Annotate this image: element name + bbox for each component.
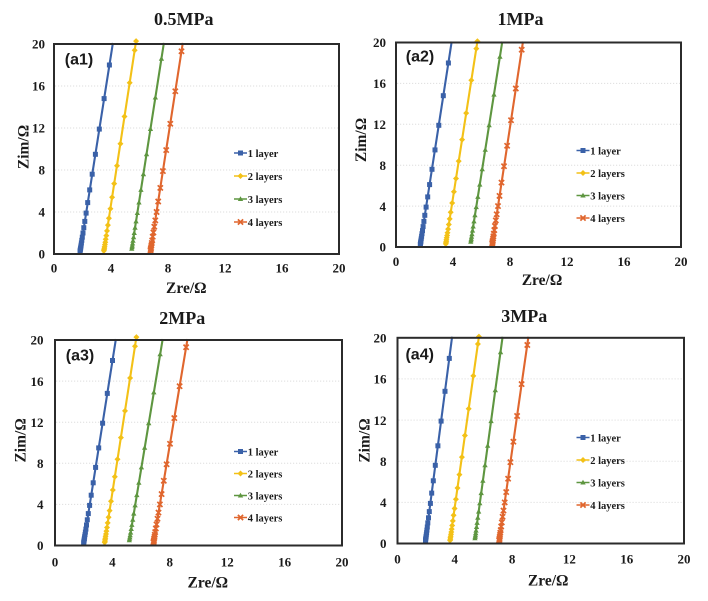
svg-text:4: 4 — [380, 199, 387, 214]
svg-text:16: 16 — [276, 261, 290, 276]
svg-text:Zim/Ω: Zim/Ω — [12, 418, 29, 462]
svg-text:0: 0 — [39, 247, 46, 262]
svg-text:0: 0 — [51, 261, 58, 276]
svg-text:4: 4 — [380, 495, 387, 510]
svg-text:2 layers: 2 layers — [248, 172, 283, 183]
svg-text:3 layers: 3 layers — [248, 195, 283, 206]
svg-text:8: 8 — [509, 552, 516, 567]
svg-text:2 layers: 2 layers — [590, 456, 625, 467]
svg-text:(a3): (a3) — [66, 348, 94, 365]
svg-text:20: 20 — [373, 35, 386, 50]
svg-text:12: 12 — [373, 117, 386, 132]
svg-text:8: 8 — [37, 456, 44, 471]
svg-text:2 layers: 2 layers — [248, 469, 283, 480]
svg-text:4 layers: 4 layers — [590, 214, 625, 225]
svg-text:8: 8 — [39, 163, 46, 178]
svg-text:20: 20 — [333, 261, 346, 276]
svg-text:16: 16 — [373, 76, 387, 91]
svg-text:Zim/Ω: Zim/Ω — [357, 418, 374, 462]
svg-text:12: 12 — [221, 554, 234, 569]
svg-text:Zre/Ω: Zre/Ω — [522, 272, 563, 289]
svg-text:12: 12 — [563, 552, 576, 567]
svg-text:16: 16 — [278, 554, 292, 569]
svg-text:20: 20 — [675, 254, 688, 269]
svg-text:Zre/Ω: Zre/Ω — [528, 572, 569, 589]
svg-text:8: 8 — [167, 554, 174, 569]
svg-text:1 layer: 1 layer — [248, 149, 279, 160]
svg-text:0: 0 — [394, 552, 401, 567]
svg-text:12: 12 — [561, 254, 574, 269]
svg-text:(a2): (a2) — [406, 49, 434, 66]
svg-text:Zim/Ω: Zim/Ω — [353, 118, 370, 162]
svg-text:3 layers: 3 layers — [590, 478, 625, 489]
svg-text:Zre/Ω: Zre/Ω — [166, 280, 207, 297]
svg-text:8: 8 — [380, 454, 387, 469]
svg-text:4: 4 — [450, 254, 457, 269]
svg-text:0: 0 — [380, 240, 387, 255]
svg-text:1MPa: 1MPa — [498, 9, 544, 29]
svg-text:Zim/Ω: Zim/Ω — [15, 125, 32, 169]
svg-text:8: 8 — [165, 261, 172, 276]
svg-text:4: 4 — [452, 552, 459, 567]
svg-text:20: 20 — [678, 552, 691, 567]
svg-text:1 layer: 1 layer — [590, 146, 621, 157]
svg-text:4: 4 — [108, 261, 115, 276]
svg-text:12: 12 — [374, 413, 387, 428]
svg-text:12: 12 — [32, 121, 45, 136]
svg-text:0: 0 — [52, 554, 59, 569]
svg-text:0: 0 — [37, 538, 44, 553]
svg-text:3 layers: 3 layers — [590, 191, 625, 202]
svg-text:16: 16 — [32, 79, 46, 94]
svg-text:4: 4 — [109, 554, 116, 569]
svg-text:20: 20 — [32, 37, 45, 52]
svg-text:2 layers: 2 layers — [590, 169, 625, 180]
svg-text:Zre/Ω: Zre/Ω — [188, 575, 229, 592]
svg-text:12: 12 — [219, 261, 232, 276]
svg-text:4 layers: 4 layers — [590, 501, 625, 512]
svg-text:(a1): (a1) — [65, 52, 93, 69]
svg-text:8: 8 — [507, 254, 514, 269]
svg-text:20: 20 — [336, 554, 349, 569]
svg-text:20: 20 — [31, 333, 44, 348]
svg-text:0: 0 — [380, 536, 387, 551]
svg-text:1 layer: 1 layer — [590, 433, 621, 444]
svg-text:8: 8 — [380, 158, 387, 173]
svg-text:16: 16 — [620, 552, 634, 567]
svg-text:0.5MPa: 0.5MPa — [154, 9, 213, 29]
svg-text:4 layers: 4 layers — [248, 218, 283, 229]
svg-text:4: 4 — [37, 497, 44, 512]
svg-text:16: 16 — [618, 254, 632, 269]
svg-text:16: 16 — [374, 372, 388, 387]
svg-text:3 layers: 3 layers — [248, 491, 283, 502]
svg-text:(a4): (a4) — [405, 347, 433, 364]
svg-text:2MPa: 2MPa — [159, 308, 205, 328]
svg-text:20: 20 — [374, 331, 387, 346]
svg-text:0: 0 — [393, 254, 400, 269]
svg-text:12: 12 — [31, 415, 44, 430]
svg-text:4 layers: 4 layers — [248, 513, 283, 524]
svg-text:4: 4 — [39, 205, 46, 220]
svg-text:16: 16 — [31, 374, 45, 389]
svg-text:3MPa: 3MPa — [501, 306, 547, 326]
svg-text:1 layer: 1 layer — [248, 447, 279, 458]
